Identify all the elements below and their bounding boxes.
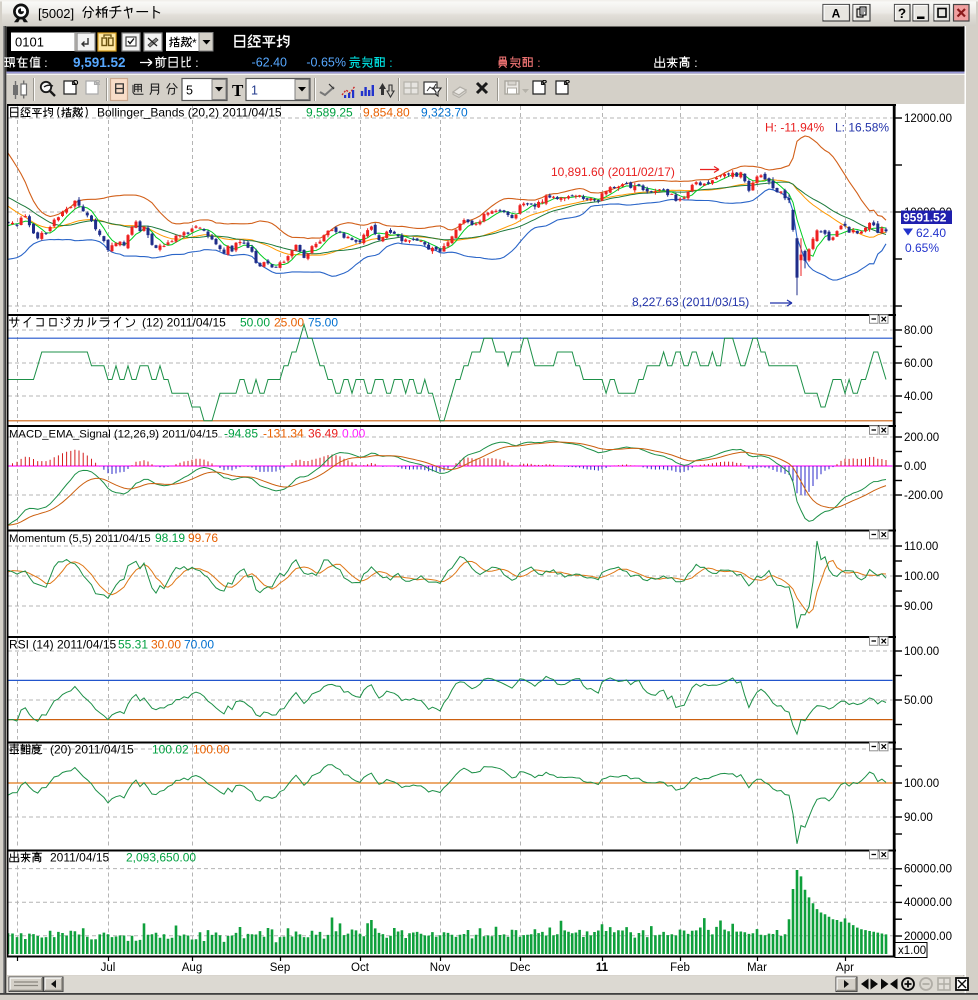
svg-text:99.76: 99.76	[188, 531, 218, 545]
svg-text:-62.40: -62.40	[252, 56, 287, 70]
svg-text:-131.34: -131.34	[263, 427, 304, 441]
svg-text:RSI (14) 2011/04/15: RSI (14) 2011/04/15	[9, 638, 117, 652]
svg-text:60.00: 60.00	[904, 358, 933, 370]
svg-text:Oct: Oct	[351, 962, 370, 974]
svg-text:62.40: 62.40	[916, 226, 946, 240]
svg-text:9,323.70: 9,323.70	[421, 106, 468, 120]
svg-text:90.00: 90.00	[904, 601, 933, 613]
svg-text:100.00: 100.00	[904, 571, 939, 583]
svg-text::: :	[389, 56, 392, 70]
svg-text:70.00: 70.00	[184, 638, 214, 652]
svg-text:0.00: 0.00	[904, 461, 926, 473]
svg-text:8,227.63 (2011/03/15): 8,227.63 (2011/03/15)	[632, 295, 749, 309]
svg-text:R: R	[95, 78, 101, 87]
svg-text:[5002]: [5002]	[38, 6, 74, 21]
svg-text:60000.00: 60000.00	[904, 864, 952, 876]
svg-text::: :	[44, 56, 47, 70]
svg-text:0101: 0101	[15, 35, 44, 50]
svg-text:Jul: Jul	[101, 962, 116, 974]
svg-text:L: 16.58%: L: 16.58%	[835, 121, 889, 135]
svg-text:11: 11	[596, 962, 609, 974]
svg-text:P: P	[542, 78, 547, 87]
svg-text:100.00: 100.00	[904, 778, 939, 790]
svg-text:A: A	[832, 7, 841, 21]
svg-text:2,093,650.00: 2,093,650.00	[126, 851, 196, 865]
svg-text:40.00: 40.00	[904, 391, 933, 403]
svg-text:0.00: 0.00	[342, 427, 366, 441]
svg-text:50.00: 50.00	[904, 695, 933, 707]
svg-text:5: 5	[186, 84, 193, 98]
svg-text:36.49: 36.49	[308, 427, 338, 441]
svg-text:Apr: Apr	[836, 962, 854, 974]
svg-text:75.00: 75.00	[308, 316, 338, 330]
svg-text:40000.00: 40000.00	[904, 897, 952, 909]
svg-text:50.00: 50.00	[240, 316, 270, 330]
svg-text::: :	[537, 56, 540, 70]
svg-text:Nov: Nov	[430, 962, 451, 974]
svg-text:-0.65%: -0.65%	[306, 56, 346, 70]
svg-text:55.31: 55.31	[118, 638, 148, 652]
svg-text:Bollinger_Bands (20,2) 2011/04: Bollinger_Bands (20,2) 2011/04/15	[97, 106, 282, 120]
svg-text:Dec: Dec	[510, 962, 531, 974]
svg-text:25.00: 25.00	[274, 316, 304, 330]
svg-text:9,589.25: 9,589.25	[306, 106, 353, 120]
svg-text:Momentum (5,5) 2011/04/15: Momentum (5,5) 2011/04/15	[9, 533, 151, 545]
svg-text:x1.00: x1.00	[898, 945, 926, 957]
svg-text:2011/04/15: 2011/04/15	[50, 851, 109, 865]
svg-text::: :	[694, 56, 697, 70]
svg-text:9,591.52: 9,591.52	[73, 55, 126, 70]
svg-text:100.00: 100.00	[904, 646, 939, 658]
svg-text:Feb: Feb	[670, 962, 690, 974]
svg-text:30.00: 30.00	[151, 638, 181, 652]
svg-text:-94.85: -94.85	[224, 427, 258, 441]
svg-text:(12) 2011/04/15: (12) 2011/04/15	[142, 316, 226, 330]
svg-text:H: -11.94%: H: -11.94%	[765, 121, 824, 135]
svg-text:200.00: 200.00	[904, 432, 939, 444]
svg-text:9,854.80: 9,854.80	[363, 106, 410, 120]
svg-text:12000.00: 12000.00	[904, 113, 952, 125]
svg-text:0.65%: 0.65%	[905, 241, 939, 255]
svg-text:?: ?	[898, 6, 906, 21]
svg-text:100.00: 100.00	[193, 743, 230, 757]
svg-text:9591.52: 9591.52	[903, 211, 947, 225]
svg-text:*: *	[192, 36, 197, 50]
svg-text:10,891.60 (2011/02/17): 10,891.60 (2011/02/17)	[551, 165, 675, 179]
svg-text:98.19: 98.19	[155, 531, 185, 545]
svg-text:P: P	[565, 78, 570, 87]
svg-text:1: 1	[251, 84, 258, 98]
svg-text:-200.00: -200.00	[904, 490, 943, 502]
svg-text:100.02: 100.02	[152, 743, 189, 757]
svg-text:80.00: 80.00	[904, 325, 933, 337]
svg-text:90.00: 90.00	[904, 812, 933, 824]
svg-text:Aug: Aug	[182, 962, 202, 974]
svg-text:(20) 2011/04/15: (20) 2011/04/15	[50, 743, 134, 757]
svg-text:MACD_EMA_Signal (12,26,9) 2011: MACD_EMA_Signal (12,26,9) 2011/04/15	[9, 429, 218, 441]
svg-text:T: T	[232, 81, 244, 100]
svg-text:20000.00: 20000.00	[904, 931, 952, 943]
svg-text:Sep: Sep	[270, 962, 290, 974]
svg-text::: :	[195, 56, 198, 70]
svg-text:110.00: 110.00	[904, 541, 938, 553]
svg-text:Mar: Mar	[747, 962, 767, 974]
svg-text:D: D	[73, 78, 79, 87]
